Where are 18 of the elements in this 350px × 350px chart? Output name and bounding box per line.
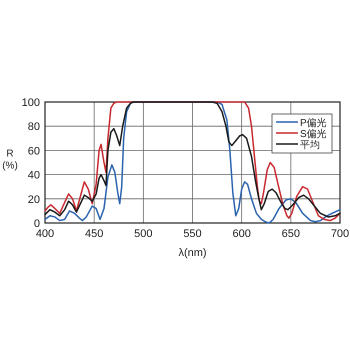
x-tick-label: 500: [134, 228, 153, 240]
x-tick-label: 600: [232, 228, 251, 240]
y-axis-title: R (%): [2, 148, 18, 172]
y-tick-label: 40: [28, 170, 40, 182]
y-tick-label: 0: [34, 218, 40, 230]
x-tick-label: 550: [183, 228, 202, 240]
y-tick-label: 20: [28, 194, 40, 206]
x-tick-label: 450: [84, 228, 104, 240]
legend-label: S偏光: [300, 128, 327, 140]
x-tick-label: 700: [330, 228, 350, 240]
legend-label: P偏光: [300, 117, 327, 129]
y-tick-label: 100: [22, 97, 40, 109]
y-tick-label: 80: [28, 121, 40, 134]
legend-label: 平均: [300, 139, 320, 151]
x-axis-title: λ(nm): [178, 247, 207, 259]
x-tick-label: 400: [36, 228, 54, 240]
x-tick-label: 650: [282, 228, 300, 240]
y-tick-label: 60: [28, 145, 40, 158]
